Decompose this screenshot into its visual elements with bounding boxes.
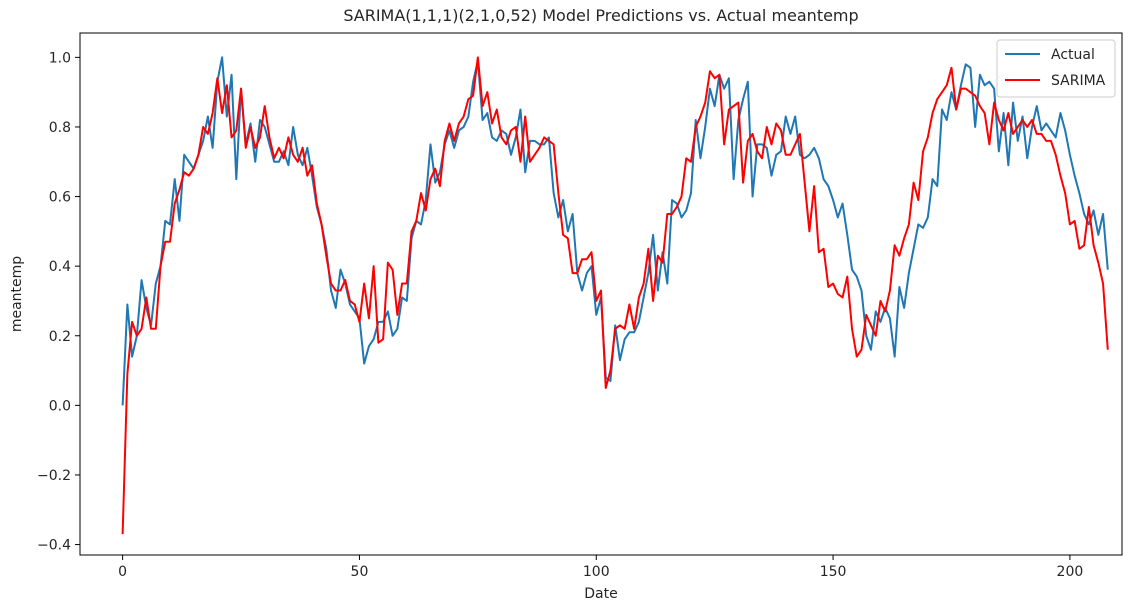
y-tick-label: 0.6: [49, 190, 71, 206]
y-tick-label: 0.2: [49, 329, 71, 345]
x-tick-label: 0: [118, 564, 127, 580]
series-line-sarima: [121, 56, 1109, 535]
y-tick-label: 0.8: [49, 120, 71, 136]
x-axis-label: Date: [584, 586, 617, 602]
y-tick-label: −0.2: [37, 468, 71, 484]
y-tick-label: 0.0: [49, 398, 71, 414]
legend-label-actual: Actual: [1051, 47, 1095, 63]
legend: Actual SARIMA: [996, 39, 1116, 98]
x-tick-label: 50: [351, 564, 369, 580]
y-tick-label: −0.4: [37, 538, 71, 554]
x-axis: 0 50 100 150 200: [118, 555, 1083, 580]
legend-label-sarima: SARIMA: [1051, 73, 1106, 89]
plot-area-frame: [79, 32, 1123, 556]
y-axis-label: meantemp: [9, 256, 25, 332]
series-layer: [121, 56, 1109, 535]
x-tick-label: 200: [1057, 564, 1084, 580]
x-tick-label: 150: [820, 564, 847, 580]
chart-title: SARIMA(1,1,1)(2,1,0,52) Model Prediction…: [343, 6, 858, 25]
series-line-actual: [121, 56, 1109, 406]
y-tick-label: 0.4: [49, 259, 71, 275]
x-tick-label: 100: [583, 564, 610, 580]
y-axis: −0.4 −0.2 0.0 0.2 0.4 0.6 0.8 1.0: [37, 50, 80, 554]
y-tick-label: 1.0: [49, 50, 71, 66]
